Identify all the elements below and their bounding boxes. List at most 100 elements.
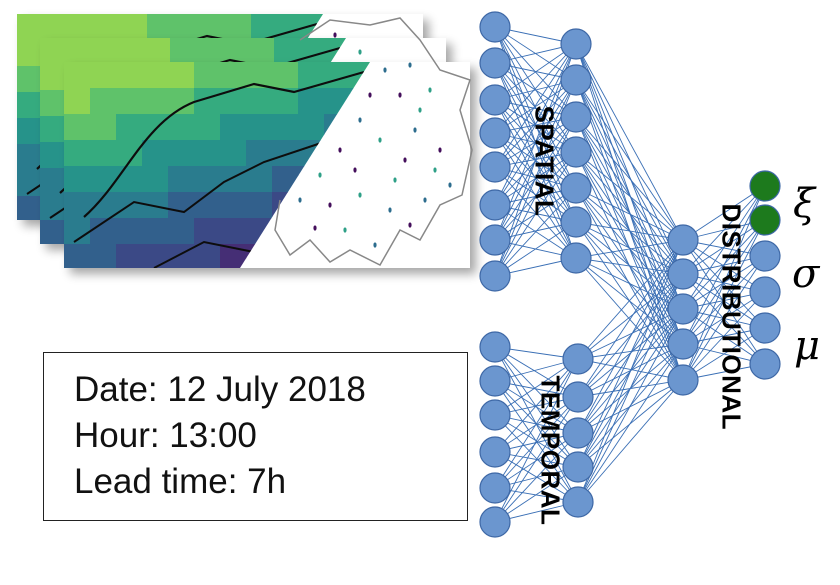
spatial-hidden-node — [560, 242, 592, 274]
spatial-input-node — [479, 11, 511, 43]
edge — [577, 239, 684, 398]
distributional-node — [667, 293, 699, 325]
station-dot — [418, 107, 422, 113]
edge — [494, 43, 577, 101]
station-dot — [428, 87, 432, 93]
station-dot — [388, 207, 392, 213]
edge — [682, 255, 766, 381]
info-hour: Hour: 13:00 — [74, 416, 257, 455]
edge — [494, 396, 579, 523]
station-dot — [313, 225, 317, 231]
edge — [494, 380, 579, 434]
edge — [577, 239, 684, 503]
output-node — [749, 276, 781, 308]
spatial-hidden-node — [560, 172, 592, 204]
spatial-input-node — [479, 260, 511, 292]
edge — [577, 273, 684, 360]
edge — [494, 221, 577, 277]
edge — [682, 185, 766, 345]
edge — [575, 79, 684, 241]
edge — [577, 308, 684, 360]
edge — [577, 308, 684, 503]
edge — [575, 79, 684, 310]
temporal-input-node — [479, 365, 511, 397]
station-dot — [408, 62, 412, 68]
edge — [494, 358, 579, 416]
network-nodes — [479, 11, 781, 538]
edge — [577, 379, 684, 503]
output-node — [749, 312, 781, 344]
station-dot — [338, 147, 342, 153]
info-box: Date: 12 July 2018 Hour: 13:00 Lead time… — [43, 352, 468, 521]
station-map — [274, 17, 473, 266]
country-outline — [274, 17, 473, 266]
station-dot — [318, 172, 322, 178]
temporal-input-node — [479, 331, 511, 363]
temporal-input-node — [479, 436, 511, 468]
edge — [577, 343, 684, 360]
edge — [682, 185, 766, 275]
edge — [575, 151, 684, 275]
edge — [494, 151, 577, 277]
output-node — [749, 170, 781, 202]
spatial-hidden-node — [560, 136, 592, 168]
edge — [577, 273, 684, 503]
station-dot — [378, 137, 382, 143]
info-date: Date: 12 July 2018 — [74, 370, 366, 409]
station-dot — [333, 32, 337, 38]
edge — [494, 79, 577, 134]
output-node — [749, 240, 781, 272]
output-node — [749, 204, 781, 236]
edge — [575, 187, 684, 381]
edge — [682, 185, 766, 241]
edge — [494, 346, 579, 434]
temporal-layer-label: TEMPORAL — [535, 375, 566, 526]
sigma-symbol: σ — [792, 251, 820, 297]
edge — [494, 116, 577, 277]
station-dot — [423, 197, 427, 203]
station-dot — [343, 227, 347, 233]
spatial-input-node — [479, 47, 511, 79]
edge — [577, 343, 684, 503]
edge — [577, 273, 684, 398]
edge — [494, 414, 579, 503]
spatial-hidden-node — [560, 101, 592, 133]
map-frame — [64, 62, 470, 268]
station-dot — [408, 222, 412, 228]
station-dot — [433, 167, 437, 173]
edge — [494, 396, 579, 453]
edge — [577, 379, 684, 434]
output-node — [749, 348, 781, 380]
edge — [577, 358, 684, 381]
region-border — [73, 141, 325, 243]
distributional-node — [667, 258, 699, 290]
spatial-input-node — [479, 224, 511, 256]
spatial-input-node — [479, 84, 511, 116]
edge — [682, 239, 766, 293]
edge — [575, 43, 684, 275]
edge — [494, 432, 579, 489]
edge — [494, 43, 577, 134]
edge — [575, 116, 684, 241]
edge — [577, 239, 684, 360]
edge — [575, 43, 684, 241]
network-connections — [494, 26, 766, 523]
edge — [682, 239, 766, 365]
edge — [682, 219, 766, 381]
spatial-input-node — [479, 189, 511, 221]
temporal-hidden-node — [562, 417, 594, 449]
spatial-layer-label: SPATIAL — [529, 105, 560, 217]
spatial-hidden-node — [560, 28, 592, 60]
station-dot — [438, 147, 442, 153]
edge — [575, 151, 684, 241]
station-dot — [448, 182, 452, 188]
temporal-hidden-node — [562, 343, 594, 375]
edge — [494, 166, 577, 259]
station-dot — [383, 67, 387, 73]
edge — [575, 79, 684, 345]
temporal-input-node — [479, 399, 511, 431]
station-dot — [353, 167, 357, 173]
edge — [575, 257, 684, 275]
spatial-hidden-node — [560, 206, 592, 238]
